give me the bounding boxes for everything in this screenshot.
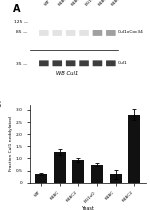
Text: 85 —: 85 — — [16, 30, 28, 34]
Text: WT: WT — [44, 0, 52, 7]
FancyBboxPatch shape — [39, 60, 49, 66]
FancyBboxPatch shape — [93, 30, 102, 36]
Bar — [128, 115, 140, 183]
Text: EG1sO: EG1sO — [84, 0, 97, 7]
Text: K48C2: K48C2 — [111, 0, 124, 7]
Y-axis label: Fraction Cul1 neddylated: Fraction Cul1 neddylated — [9, 116, 13, 171]
Text: Cul1: Cul1 — [118, 61, 128, 65]
FancyBboxPatch shape — [79, 60, 89, 66]
FancyBboxPatch shape — [39, 30, 49, 36]
Bar — [110, 174, 122, 183]
FancyBboxPatch shape — [106, 60, 116, 66]
Text: 125 —: 125 — — [14, 20, 28, 24]
Text: K48C: K48C — [98, 0, 108, 7]
FancyBboxPatch shape — [52, 60, 62, 66]
FancyBboxPatch shape — [79, 30, 89, 36]
FancyBboxPatch shape — [52, 30, 62, 36]
Text: WB Cul1: WB Cul1 — [56, 71, 78, 76]
Text: A: A — [13, 4, 20, 14]
Text: K48C: K48C — [57, 0, 68, 7]
Text: K48C2: K48C2 — [71, 0, 83, 7]
Text: 35 —: 35 — — [16, 62, 28, 66]
Bar — [72, 160, 84, 183]
FancyBboxPatch shape — [66, 30, 75, 36]
Bar — [91, 164, 103, 183]
Bar — [54, 152, 66, 183]
Text: Cul1xCoc34: Cul1xCoc34 — [118, 30, 144, 34]
FancyBboxPatch shape — [106, 30, 116, 36]
X-axis label: Yeast: Yeast — [81, 206, 94, 210]
FancyBboxPatch shape — [93, 60, 102, 66]
FancyBboxPatch shape — [66, 60, 75, 66]
Bar — [35, 174, 47, 183]
